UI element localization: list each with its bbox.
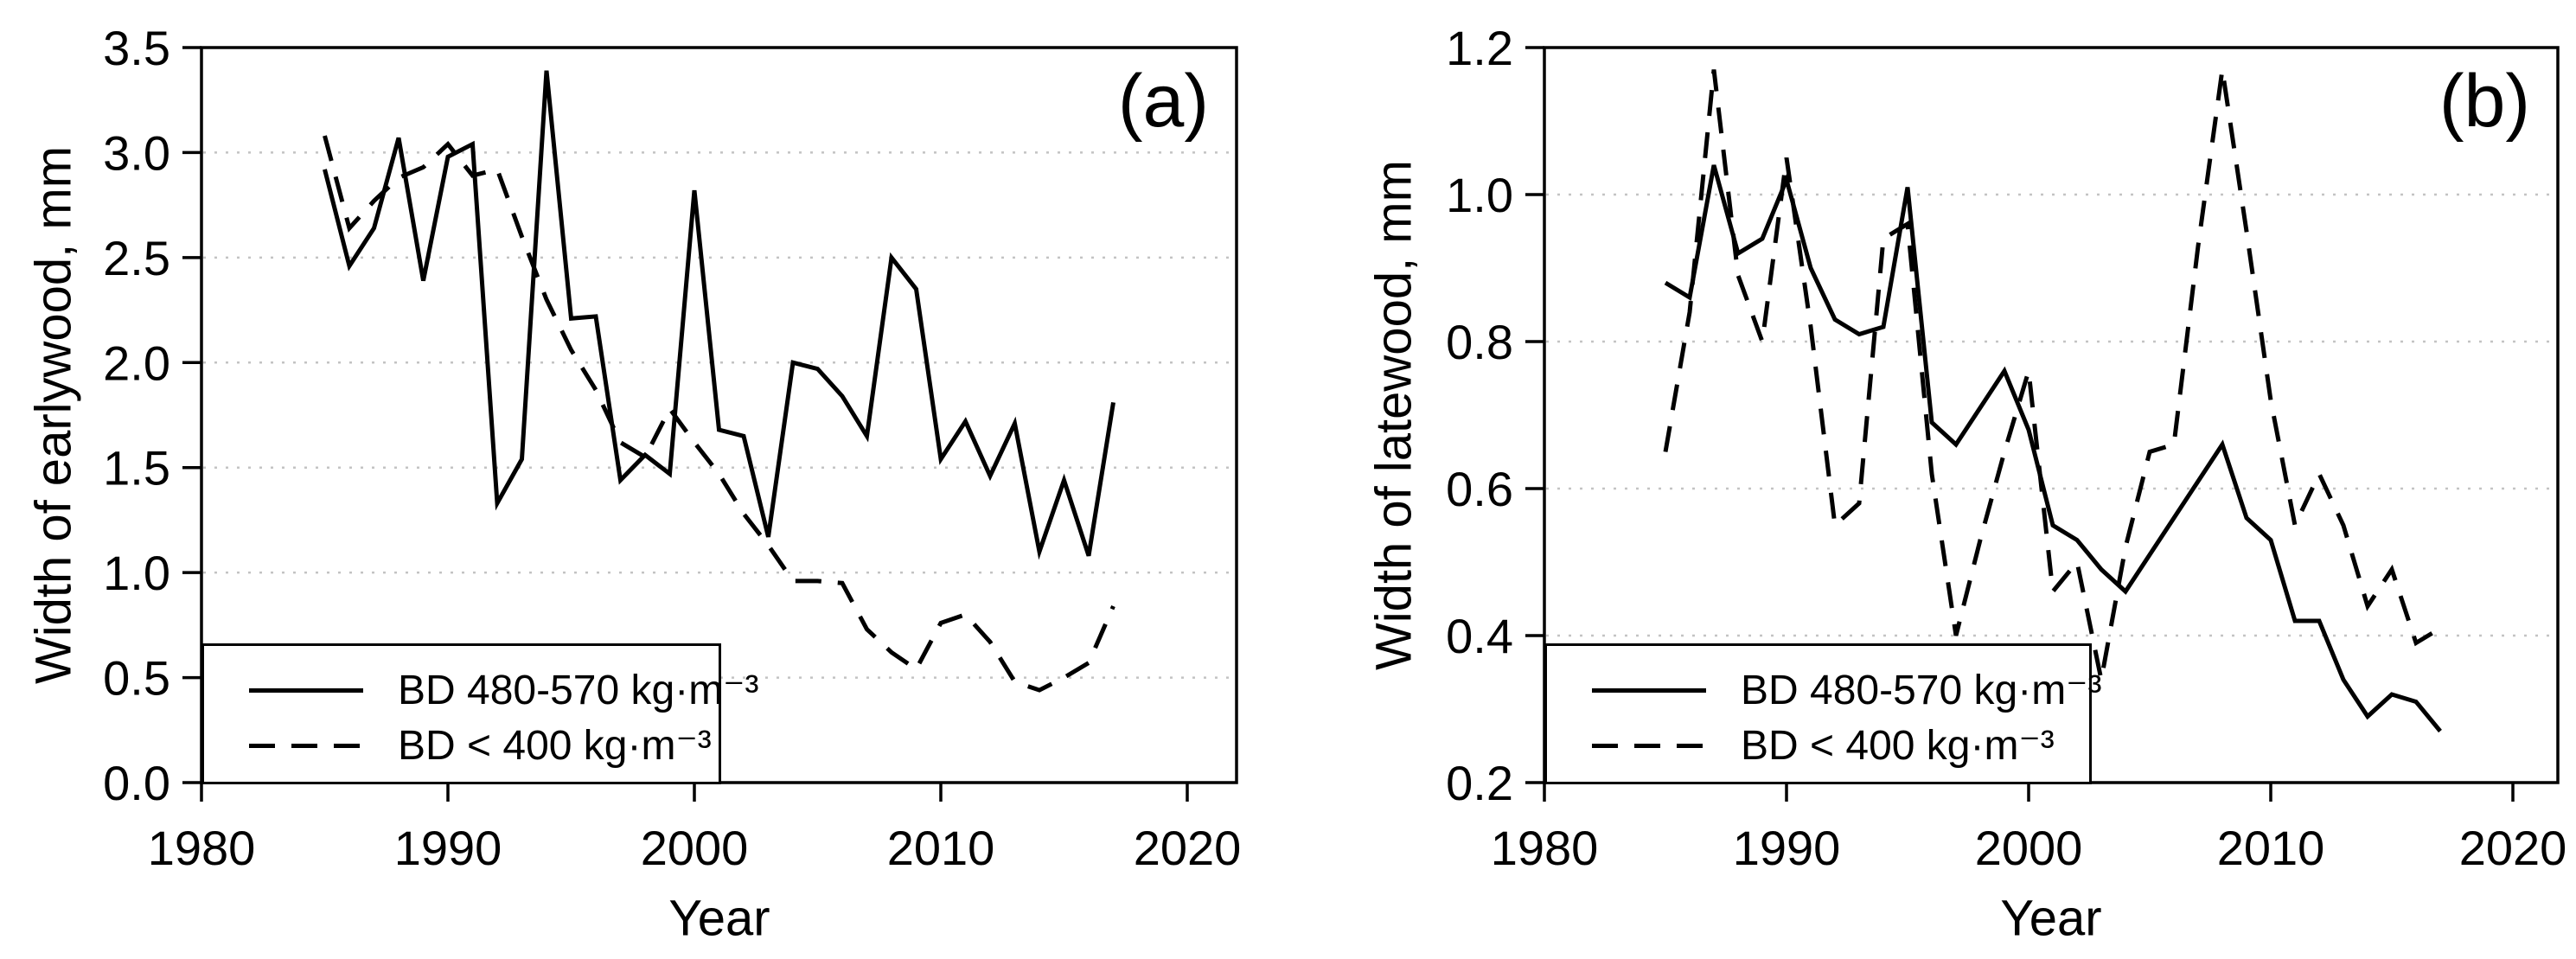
x-axis-title-b: Year <box>2000 890 2102 947</box>
x-tick-label: 2020 <box>1134 821 1242 875</box>
legend-label-dashed: BD < 400 kg·m⁻³ <box>1741 723 2055 769</box>
solid-line-sample <box>1592 687 1706 693</box>
y-tick-label: 0.2 <box>1446 756 1513 810</box>
series-solid <box>323 70 1115 560</box>
y-tick-label: 1.0 <box>103 546 170 600</box>
series-dashed <box>1663 69 2442 681</box>
legend-label-solid: BD 480-570 kg·m⁻³ <box>1741 668 2102 713</box>
legend-item-solid: BD 480-570 kg·m⁻³ <box>1592 668 2102 713</box>
y-tick-label: 2.5 <box>103 231 170 285</box>
dashed-line-sample <box>249 743 363 748</box>
panel-label-a: (a) <box>1117 60 1209 143</box>
dashed-line-sample <box>1592 743 1706 748</box>
y-tick-label: 0.6 <box>1446 462 1513 516</box>
series-dashed <box>323 135 1115 693</box>
y-tick-label: 0.8 <box>1446 315 1513 369</box>
x-tick-label: 1980 <box>1491 821 1599 875</box>
y-axis-title-earlywood: Width of earlywood, mm <box>25 145 82 685</box>
y-tick-label: 3.5 <box>103 21 170 75</box>
x-tick-label: 2010 <box>2217 821 2325 875</box>
y-tick-label: 0.4 <box>1446 609 1513 663</box>
legend-item-dashed: BD < 400 kg·m⁻³ <box>249 723 712 769</box>
legend-label-solid: BD 480-570 kg·m⁻³ <box>398 668 759 713</box>
panel-label-b: (b) <box>2439 60 2530 143</box>
legend-a: BD 480-570 kg·m⁻³ BD < 400 kg·m⁻³ <box>201 643 759 784</box>
x-tick-label: 1990 <box>394 821 502 875</box>
legend-item-dashed: BD < 400 kg·m⁻³ <box>1592 723 2055 769</box>
solid-line-sample <box>249 687 363 693</box>
x-tick-label: 2010 <box>887 821 995 875</box>
x-axis-title-a: Year <box>668 890 770 947</box>
panel-b-plot: 1980 1990 2000 2010 2020 1.2 1.0 0.8 0.6 0.4 0.2 <box>1446 21 2566 875</box>
x-tick-label: 1980 <box>148 821 256 875</box>
y-tick-label: 0.5 <box>103 651 170 706</box>
y-tick-label: 3.0 <box>103 125 170 180</box>
x-tick-label: 1990 <box>1733 821 1841 875</box>
y-tick-label: 1.2 <box>1446 21 1513 75</box>
y-tick-label: 0.0 <box>103 756 170 810</box>
panel-a-plot: 1980 1990 2000 2010 2020 3.5 3.0 2.5 2.0 1.5 1.0 0.… <box>103 21 1241 875</box>
legend-label-dashed: BD < 400 kg·m⁻³ <box>398 723 712 769</box>
y-axis-title-latewood: Width of latewood, mm <box>1365 160 1422 670</box>
y-tick-label: 1.0 <box>1446 168 1513 222</box>
legend-b: BD 480-570 kg·m⁻³ BD < 400 kg·m⁻³ <box>1544 643 2102 784</box>
y-tick-label: 2.0 <box>103 336 170 390</box>
x-tick-label: 2000 <box>641 821 749 875</box>
y-tick-label: 1.5 <box>103 441 170 495</box>
legend-item-solid: BD 480-570 kg·m⁻³ <box>249 668 759 713</box>
x-tick-label: 2020 <box>2459 821 2567 875</box>
x-tick-label: 2000 <box>1975 821 2083 875</box>
